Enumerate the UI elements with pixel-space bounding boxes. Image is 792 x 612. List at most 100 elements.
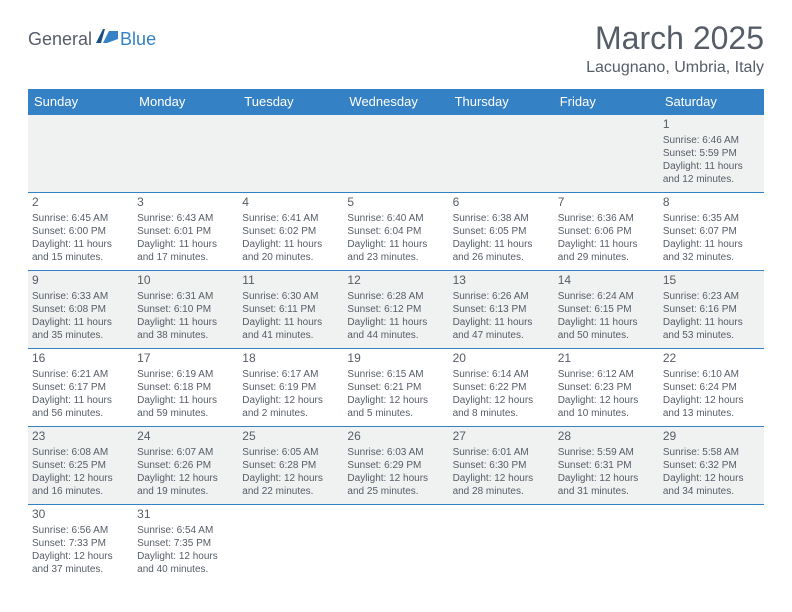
day-number: 29 [663, 429, 760, 445]
calendar-cell: 28Sunrise: 5:59 AMSunset: 6:31 PMDayligh… [554, 427, 659, 505]
calendar-cell [449, 505, 554, 583]
daylight-text: Daylight: 11 hours [32, 394, 129, 407]
logo-text-general: General [28, 29, 92, 50]
calendar-table: Sunday Monday Tuesday Wednesday Thursday… [28, 89, 764, 583]
daylight-text: Daylight: 11 hours [242, 238, 339, 251]
sunrise-text: Sunrise: 6:10 AM [663, 368, 760, 381]
sunset-text: Sunset: 6:04 PM [347, 225, 444, 238]
calendar-cell [28, 115, 133, 193]
calendar-row: 9Sunrise: 6:33 AMSunset: 6:08 PMDaylight… [28, 271, 764, 349]
day-number: 7 [558, 195, 655, 211]
sunset-text: Sunset: 6:11 PM [242, 303, 339, 316]
daylight-text: Daylight: 11 hours [32, 238, 129, 251]
sunset-text: Sunset: 6:12 PM [347, 303, 444, 316]
calendar-cell [449, 115, 554, 193]
calendar-cell: 29Sunrise: 5:58 AMSunset: 6:32 PMDayligh… [659, 427, 764, 505]
calendar-cell [554, 505, 659, 583]
sunrise-text: Sunrise: 6:19 AM [137, 368, 234, 381]
daylight-text-2: and 59 minutes. [137, 407, 234, 420]
day-number: 26 [347, 429, 444, 445]
day-number: 30 [32, 507, 129, 523]
daylight-text-2: and 17 minutes. [137, 251, 234, 264]
day-number: 1 [663, 117, 760, 133]
daylight-text: Daylight: 11 hours [242, 316, 339, 329]
calendar-cell: 9Sunrise: 6:33 AMSunset: 6:08 PMDaylight… [28, 271, 133, 349]
sunset-text: Sunset: 6:16 PM [663, 303, 760, 316]
sunset-text: Sunset: 6:05 PM [453, 225, 550, 238]
calendar-cell: 22Sunrise: 6:10 AMSunset: 6:24 PMDayligh… [659, 349, 764, 427]
weekday-header-row: Sunday Monday Tuesday Wednesday Thursday… [28, 89, 764, 115]
sunset-text: Sunset: 6:30 PM [453, 459, 550, 472]
day-number: 4 [242, 195, 339, 211]
day-number: 17 [137, 351, 234, 367]
sunset-text: Sunset: 6:28 PM [242, 459, 339, 472]
daylight-text-2: and 38 minutes. [137, 329, 234, 342]
weekday-header: Tuesday [238, 89, 343, 115]
sunrise-text: Sunrise: 6:17 AM [242, 368, 339, 381]
weekday-header: Monday [133, 89, 238, 115]
daylight-text-2: and 41 minutes. [242, 329, 339, 342]
calendar-cell: 20Sunrise: 6:14 AMSunset: 6:22 PMDayligh… [449, 349, 554, 427]
calendar-row: 2Sunrise: 6:45 AMSunset: 6:00 PMDaylight… [28, 193, 764, 271]
calendar-cell: 25Sunrise: 6:05 AMSunset: 6:28 PMDayligh… [238, 427, 343, 505]
daylight-text: Daylight: 11 hours [558, 238, 655, 251]
daylight-text-2: and 16 minutes. [32, 485, 129, 498]
sunset-text: Sunset: 6:32 PM [663, 459, 760, 472]
calendar-cell [659, 505, 764, 583]
daylight-text-2: and 19 minutes. [137, 485, 234, 498]
header: General Blue March 2025 Lacugnano, Umbri… [28, 20, 764, 77]
sunrise-text: Sunrise: 5:59 AM [558, 446, 655, 459]
daylight-text: Daylight: 12 hours [558, 472, 655, 485]
daylight-text: Daylight: 12 hours [32, 550, 129, 563]
daylight-text-2: and 23 minutes. [347, 251, 444, 264]
calendar-cell [133, 115, 238, 193]
calendar-row: 1Sunrise: 6:46 AMSunset: 5:59 PMDaylight… [28, 115, 764, 193]
daylight-text: Daylight: 12 hours [453, 472, 550, 485]
calendar-cell: 17Sunrise: 6:19 AMSunset: 6:18 PMDayligh… [133, 349, 238, 427]
day-number: 16 [32, 351, 129, 367]
calendar-cell: 26Sunrise: 6:03 AMSunset: 6:29 PMDayligh… [343, 427, 448, 505]
sunset-text: Sunset: 7:33 PM [32, 537, 129, 550]
sunrise-text: Sunrise: 6:24 AM [558, 290, 655, 303]
daylight-text-2: and 31 minutes. [558, 485, 655, 498]
sunrise-text: Sunrise: 6:28 AM [347, 290, 444, 303]
calendar-cell: 23Sunrise: 6:08 AMSunset: 6:25 PMDayligh… [28, 427, 133, 505]
calendar-cell: 14Sunrise: 6:24 AMSunset: 6:15 PMDayligh… [554, 271, 659, 349]
daylight-text: Daylight: 12 hours [32, 472, 129, 485]
calendar-cell: 8Sunrise: 6:35 AMSunset: 6:07 PMDaylight… [659, 193, 764, 271]
daylight-text-2: and 40 minutes. [137, 563, 234, 576]
daylight-text: Daylight: 12 hours [137, 472, 234, 485]
day-number: 6 [453, 195, 550, 211]
sunrise-text: Sunrise: 6:43 AM [137, 212, 234, 225]
sunrise-text: Sunrise: 6:01 AM [453, 446, 550, 459]
day-number: 31 [137, 507, 234, 523]
daylight-text-2: and 8 minutes. [453, 407, 550, 420]
sunrise-text: Sunrise: 6:38 AM [453, 212, 550, 225]
daylight-text: Daylight: 11 hours [137, 238, 234, 251]
day-number: 5 [347, 195, 444, 211]
calendar-cell: 7Sunrise: 6:36 AMSunset: 6:06 PMDaylight… [554, 193, 659, 271]
sunset-text: Sunset: 6:31 PM [558, 459, 655, 472]
day-number: 25 [242, 429, 339, 445]
daylight-text-2: and 56 minutes. [32, 407, 129, 420]
daylight-text-2: and 29 minutes. [558, 251, 655, 264]
daylight-text: Daylight: 12 hours [663, 472, 760, 485]
daylight-text: Daylight: 12 hours [347, 394, 444, 407]
sunset-text: Sunset: 6:13 PM [453, 303, 550, 316]
sunrise-text: Sunrise: 6:30 AM [242, 290, 339, 303]
calendar-cell: 30Sunrise: 6:56 AMSunset: 7:33 PMDayligh… [28, 505, 133, 583]
day-number: 2 [32, 195, 129, 211]
daylight-text: Daylight: 11 hours [453, 316, 550, 329]
calendar-cell: 6Sunrise: 6:38 AMSunset: 6:05 PMDaylight… [449, 193, 554, 271]
calendar-cell [554, 115, 659, 193]
day-number: 23 [32, 429, 129, 445]
calendar-cell [343, 115, 448, 193]
day-number: 22 [663, 351, 760, 367]
sunset-text: Sunset: 6:02 PM [242, 225, 339, 238]
calendar-cell: 4Sunrise: 6:41 AMSunset: 6:02 PMDaylight… [238, 193, 343, 271]
daylight-text-2: and 34 minutes. [663, 485, 760, 498]
day-number: 27 [453, 429, 550, 445]
sunrise-text: Sunrise: 6:35 AM [663, 212, 760, 225]
calendar-cell: 3Sunrise: 6:43 AMSunset: 6:01 PMDaylight… [133, 193, 238, 271]
sunrise-text: Sunrise: 6:56 AM [32, 524, 129, 537]
